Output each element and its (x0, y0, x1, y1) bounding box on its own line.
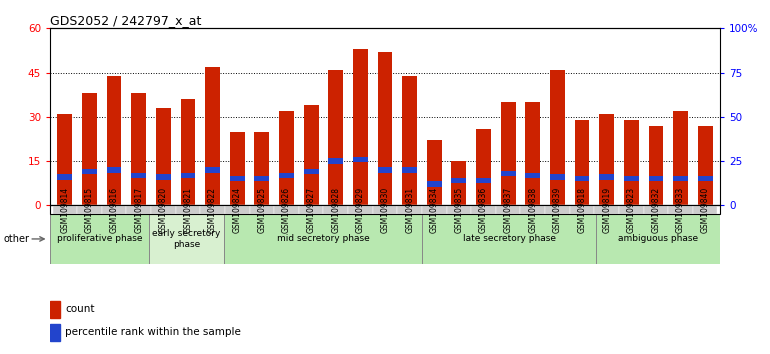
Bar (476, 129, 491, 205)
Bar (156, 175, 171, 180)
Text: GSM109822: GSM109822 (208, 187, 217, 233)
Bar (303, 169, 319, 175)
Bar (574, 120, 589, 205)
Text: GSM109833: GSM109833 (676, 187, 685, 233)
Bar (525, 102, 541, 205)
Bar (624, 120, 638, 205)
Bar (451, 178, 467, 183)
Text: GSM109815: GSM109815 (85, 187, 94, 233)
Bar (279, 111, 294, 205)
Bar (377, 167, 393, 173)
Bar (574, 176, 589, 181)
Bar (328, 159, 343, 164)
Bar (206, 67, 220, 205)
Bar (377, 52, 393, 205)
Bar (648, 126, 663, 205)
Text: GSM109831: GSM109831 (405, 187, 414, 233)
Bar (156, 108, 171, 205)
Bar (328, 70, 343, 205)
Bar (353, 49, 368, 205)
Bar (599, 114, 614, 205)
Bar (58, 175, 72, 180)
Text: GSM109823: GSM109823 (627, 187, 636, 233)
Bar (82, 169, 97, 175)
Bar (181, 173, 196, 178)
Text: GSM109830: GSM109830 (380, 187, 390, 233)
Bar (107, 75, 122, 205)
Bar (476, 178, 491, 183)
Bar (525, 173, 541, 178)
Bar (254, 176, 270, 181)
Text: late secretory phase: late secretory phase (463, 234, 556, 244)
Text: ambiguous phase: ambiguous phase (618, 234, 698, 244)
Text: GSM109816: GSM109816 (109, 187, 119, 233)
Bar (303, 105, 319, 205)
Bar (624, 176, 638, 181)
Text: GSM109814: GSM109814 (60, 187, 69, 233)
Bar (402, 75, 417, 205)
Bar (229, 176, 245, 181)
Text: mid secretory phase: mid secretory phase (276, 234, 370, 244)
Text: GSM109839: GSM109839 (553, 187, 562, 233)
Bar (648, 176, 663, 181)
Bar (550, 70, 564, 205)
Text: GSM109818: GSM109818 (578, 187, 587, 233)
Bar (50, 324, 60, 341)
Bar (82, 93, 97, 205)
Text: count: count (65, 304, 95, 314)
Bar (673, 176, 688, 181)
Bar (422, 214, 596, 264)
Bar (254, 132, 270, 205)
Bar (599, 175, 614, 180)
Bar (50, 214, 149, 264)
Bar (50, 301, 60, 318)
Text: GSM109828: GSM109828 (331, 187, 340, 233)
Bar (353, 156, 368, 162)
Bar (500, 171, 516, 176)
Text: GSM109821: GSM109821 (183, 187, 192, 233)
Bar (107, 167, 122, 173)
Text: GDS2052 / 242797_x_at: GDS2052 / 242797_x_at (50, 14, 202, 27)
Text: GSM109829: GSM109829 (356, 187, 365, 233)
Bar (451, 161, 467, 205)
Bar (206, 167, 220, 173)
Text: GSM109819: GSM109819 (602, 187, 611, 233)
Bar (698, 176, 712, 181)
Text: GSM109837: GSM109837 (504, 187, 513, 233)
Bar (132, 93, 146, 205)
Bar (229, 132, 245, 205)
Bar (698, 126, 712, 205)
Text: proliferative phase: proliferative phase (57, 234, 142, 244)
Text: GSM109826: GSM109826 (282, 187, 291, 233)
Text: early secretory
phase: early secretory phase (152, 229, 221, 249)
Text: GSM109832: GSM109832 (651, 187, 661, 233)
Bar (149, 214, 224, 264)
Text: GSM109835: GSM109835 (454, 187, 464, 233)
Bar (500, 102, 516, 205)
Text: GSM109825: GSM109825 (257, 187, 266, 233)
Bar (550, 175, 564, 180)
Text: GSM109836: GSM109836 (479, 187, 488, 233)
Text: percentile rank within the sample: percentile rank within the sample (65, 327, 241, 337)
Bar (224, 214, 422, 264)
Text: other: other (4, 234, 30, 244)
Text: GSM109840: GSM109840 (701, 187, 710, 233)
Bar (279, 173, 294, 178)
Text: GSM109824: GSM109824 (233, 187, 242, 233)
Bar (402, 167, 417, 173)
Text: GSM109827: GSM109827 (306, 187, 316, 233)
Bar (673, 111, 688, 205)
Bar (427, 181, 442, 187)
Bar (58, 114, 72, 205)
Text: GSM109817: GSM109817 (134, 187, 143, 233)
Text: GSM109820: GSM109820 (159, 187, 168, 233)
Bar (596, 214, 720, 264)
Bar (427, 141, 442, 205)
Text: GSM109834: GSM109834 (430, 187, 439, 233)
Bar (132, 173, 146, 178)
Text: GSM109838: GSM109838 (528, 187, 537, 233)
Bar (181, 99, 196, 205)
